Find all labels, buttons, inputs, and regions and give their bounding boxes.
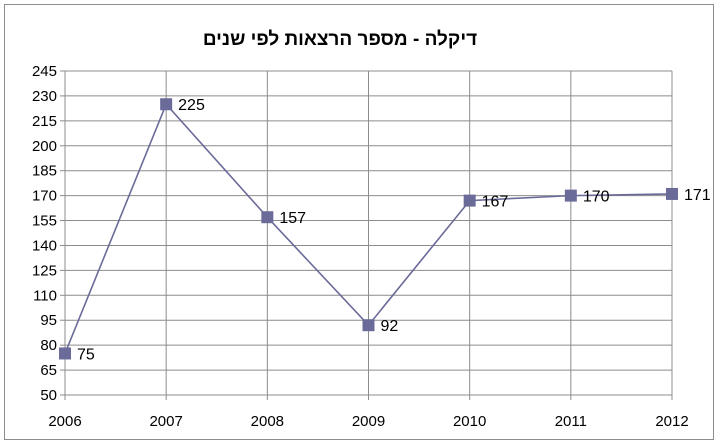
y-tick-label: 200 xyxy=(32,138,57,155)
data-point xyxy=(59,347,71,360)
data-label: 157 xyxy=(279,210,306,227)
data-point xyxy=(261,211,274,224)
data-label: 170 xyxy=(583,189,610,206)
data-label: 171 xyxy=(684,187,711,204)
x-tick-label: 2011 xyxy=(555,413,587,430)
y-tick-label: 230 xyxy=(32,88,57,105)
y-tick-label: 80 xyxy=(40,337,57,354)
y-axis-tick-labels: 50 65 80 95 110 125 140 155 170 185 200 215 230 245 xyxy=(32,63,57,404)
x-tick-label: 2009 xyxy=(352,413,385,430)
y-tick-label: 170 xyxy=(32,188,57,205)
data-labels: 75 225 157 92 167 170 171 xyxy=(77,97,711,363)
y-tick-label: 155 xyxy=(32,213,57,230)
chart-frame xyxy=(4,4,714,440)
data-point xyxy=(564,189,577,202)
x-tick-label: 2010 xyxy=(453,413,486,430)
y-tick-label: 125 xyxy=(32,262,57,279)
chart-title: דיקלה - מספר הרצאות לפי שנים xyxy=(203,29,477,50)
y-tick-label: 215 xyxy=(32,113,57,130)
y-tick-label: 245 xyxy=(32,63,57,80)
y-tick-label: 110 xyxy=(33,287,57,304)
data-label: 92 xyxy=(381,318,399,335)
x-tick-label: 2006 xyxy=(48,413,81,430)
x-tick-label: 2008 xyxy=(251,413,284,430)
y-tick-label: 140 xyxy=(32,237,57,254)
data-point-markers xyxy=(59,98,678,360)
x-tick-label: 2007 xyxy=(149,413,182,430)
x-axis-tick-labels: 2006 2007 2008 2009 2010 2011 2012 xyxy=(48,413,688,430)
data-label: 225 xyxy=(178,97,205,114)
y-tick-label: 50 xyxy=(40,387,57,404)
data-label: 167 xyxy=(482,194,509,211)
data-label: 75 xyxy=(77,346,95,363)
y-tick-label: 95 xyxy=(40,312,57,329)
horizontal-gridlines xyxy=(60,70,672,396)
data-point xyxy=(463,194,476,207)
data-point xyxy=(362,319,375,332)
y-tick-label: 65 xyxy=(40,362,57,379)
x-tick-label: 2012 xyxy=(655,413,688,430)
data-point xyxy=(666,187,678,200)
y-tick-label: 185 xyxy=(32,163,57,180)
data-point xyxy=(160,98,173,111)
